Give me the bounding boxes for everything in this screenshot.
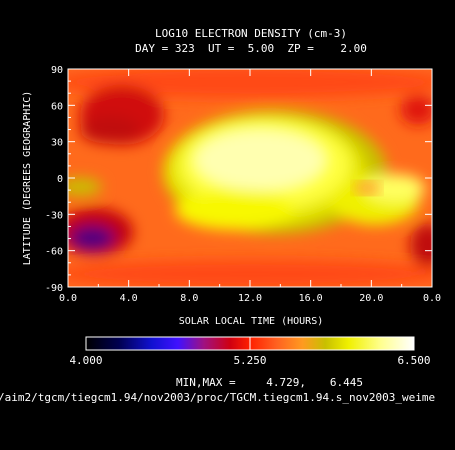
y-tick-label: 30 [51,138,63,149]
y-tick-label: -60 [45,247,63,258]
footer-path: /aim2/tgcm/tiegcm1.94/nov2003/proc/TGCM.… [0,391,435,404]
x-tick-label: 20.0 [359,293,383,304]
x-tick-label: 0.0 [59,293,77,304]
x-tick-label: 16.0 [299,293,323,304]
x-axis: 0.0 4.0 8.0 12.0 16.0 20.0 0.0 [59,69,441,304]
x-tick-label: 4.0 [120,293,138,304]
heatmap-field [68,69,432,287]
y-tick-label: -90 [45,283,63,294]
colorbar-ticks: 4.000 5.250 6.500 [69,337,431,367]
y-tick-label: -30 [45,210,63,221]
colorbar-tick-label: 5.250 [233,354,266,367]
data-max-value: 6.445 [330,376,363,389]
minmax-label: MIN,MAX = [176,376,236,389]
data-min-value: 4.729, [266,376,306,389]
y-tick-label: 60 [51,101,63,112]
y-tick-label: 0 [57,174,63,185]
y-tick-label: 90 [51,65,63,76]
x-tick-label: 0.0 [423,293,441,304]
x-tick-label: 12.0 [238,293,262,304]
colorbar-tick-label: 6.500 [397,354,430,367]
chart-subtitle: DAY = 323 UT = 5.00 ZP = 2.00 [135,42,367,55]
x-axis-label: SOLAR LOCAL TIME (HOURS) [179,316,324,327]
y-axis-label: LATITUDE (DEGREES GEOGRAPHIC) [22,91,33,266]
colorbar-tick-label: 4.000 [69,354,102,367]
x-tick-label: 8.0 [180,293,198,304]
y-axis: 90 60 30 0 -30 -60 -90 [45,65,432,294]
chart-title: LOG10 ELECTRON DENSITY (cm-3) [155,27,347,40]
